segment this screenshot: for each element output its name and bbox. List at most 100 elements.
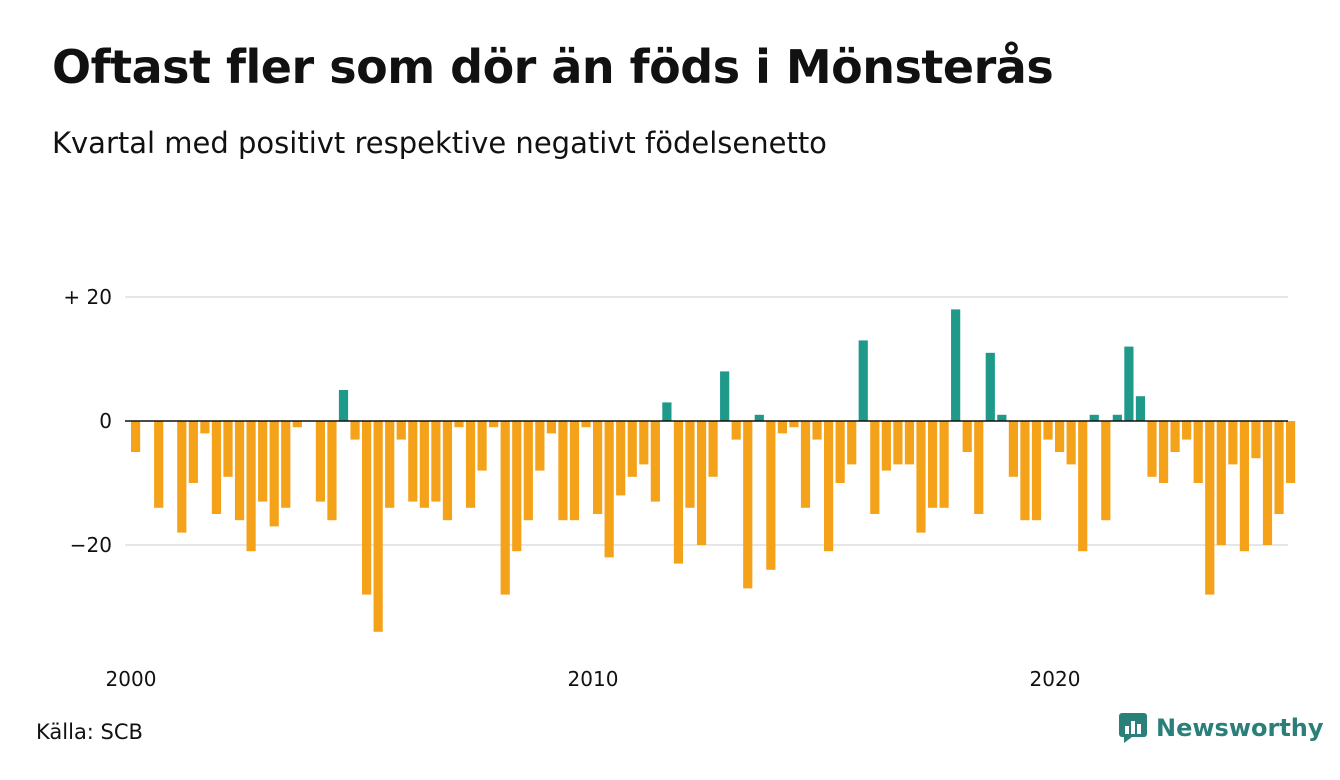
bar bbox=[1205, 421, 1215, 595]
bar bbox=[743, 421, 753, 589]
bar bbox=[200, 421, 210, 434]
bar bbox=[269, 421, 279, 527]
bar bbox=[1228, 421, 1238, 465]
bar bbox=[569, 421, 580, 521]
bar bbox=[650, 421, 660, 502]
bar bbox=[281, 421, 291, 508]
newsworthy-logo-icon bbox=[1119, 713, 1147, 743]
bar bbox=[454, 421, 464, 428]
newsworthy-logo[interactable]: Newsworthy bbox=[1118, 712, 1324, 744]
bar bbox=[385, 421, 395, 508]
chart-subtitle: Kvartal med positivt respektive negativt… bbox=[52, 126, 827, 160]
bar bbox=[720, 371, 730, 421]
y-tick-label: 0 bbox=[99, 409, 112, 433]
axes: + 20 0 −20 2000 2010 2020 bbox=[63, 285, 1288, 691]
bar bbox=[489, 421, 499, 428]
bar bbox=[870, 421, 880, 514]
bar bbox=[685, 421, 695, 508]
bar bbox=[985, 352, 995, 421]
bar bbox=[974, 421, 984, 514]
bar bbox=[1008, 421, 1018, 477]
source-label: Källa: SCB bbox=[36, 720, 143, 744]
bar bbox=[327, 421, 337, 521]
x-tick-label: 2000 bbox=[106, 667, 157, 691]
bar bbox=[523, 421, 533, 521]
bar bbox=[616, 421, 626, 496]
bar bbox=[154, 421, 164, 508]
bar bbox=[708, 421, 718, 477]
bar bbox=[223, 421, 233, 477]
bar bbox=[1066, 421, 1076, 465]
bar bbox=[338, 390, 349, 421]
bar bbox=[350, 421, 360, 440]
bar bbox=[1089, 414, 1099, 421]
bar bbox=[477, 421, 487, 471]
bar bbox=[824, 421, 834, 552]
bar bbox=[546, 421, 556, 434]
bar bbox=[1043, 421, 1053, 440]
y-tick-label: −20 bbox=[70, 533, 112, 557]
bars bbox=[131, 309, 1296, 632]
bar bbox=[593, 421, 603, 514]
bar bbox=[1020, 421, 1030, 521]
bar bbox=[893, 421, 903, 465]
bar bbox=[1239, 421, 1249, 552]
bar bbox=[1182, 421, 1192, 440]
bar bbox=[1170, 421, 1180, 452]
bar bbox=[419, 421, 429, 508]
bar bbox=[696, 421, 707, 545]
bar bbox=[188, 421, 198, 483]
bar bbox=[1193, 421, 1203, 483]
bar bbox=[881, 421, 891, 471]
bar bbox=[673, 421, 684, 564]
bar bbox=[904, 421, 915, 465]
y-tick-label: + 20 bbox=[63, 285, 112, 309]
bar bbox=[789, 421, 799, 428]
bar bbox=[847, 421, 857, 465]
bar bbox=[1262, 421, 1273, 545]
newsworthy-brand-name: Newsworthy bbox=[1156, 714, 1324, 742]
bar bbox=[1251, 421, 1261, 459]
bar bbox=[362, 421, 372, 595]
bar bbox=[997, 414, 1007, 421]
bar bbox=[292, 421, 302, 428]
bar bbox=[512, 421, 522, 552]
bar bbox=[1101, 421, 1111, 521]
bar bbox=[500, 421, 510, 595]
bar bbox=[962, 421, 972, 452]
x-tick-label: 2020 bbox=[1030, 667, 1081, 691]
bar bbox=[1124, 346, 1134, 421]
bar bbox=[581, 421, 591, 428]
bar bbox=[1135, 396, 1146, 421]
chart-title: Oftast fler som dör än föds i Mönsterås bbox=[52, 40, 1054, 94]
bar bbox=[604, 421, 614, 558]
bar bbox=[916, 421, 926, 533]
bar bbox=[1078, 421, 1088, 552]
bar bbox=[777, 421, 787, 434]
bar bbox=[177, 421, 187, 533]
bar bbox=[1147, 421, 1157, 477]
bar bbox=[535, 421, 545, 471]
bar bbox=[234, 421, 245, 521]
bar bbox=[1274, 421, 1284, 514]
bar bbox=[431, 421, 441, 502]
bar bbox=[927, 421, 938, 508]
bar bbox=[408, 421, 418, 502]
bar bbox=[1286, 421, 1296, 483]
bar bbox=[835, 421, 845, 483]
bar bbox=[1055, 421, 1065, 452]
bar bbox=[754, 414, 764, 421]
bar-chart: + 20 0 −20 2000 2010 2020 bbox=[63, 285, 1296, 691]
bar bbox=[858, 340, 868, 421]
bar bbox=[315, 421, 325, 502]
bar bbox=[246, 421, 256, 552]
bar bbox=[939, 421, 949, 508]
bar bbox=[396, 421, 406, 440]
bar bbox=[731, 421, 741, 440]
bar bbox=[639, 421, 649, 465]
bar bbox=[211, 421, 222, 514]
bar bbox=[812, 421, 822, 440]
bar bbox=[373, 421, 383, 632]
gridlines bbox=[125, 296, 1288, 546]
bar bbox=[800, 421, 811, 508]
